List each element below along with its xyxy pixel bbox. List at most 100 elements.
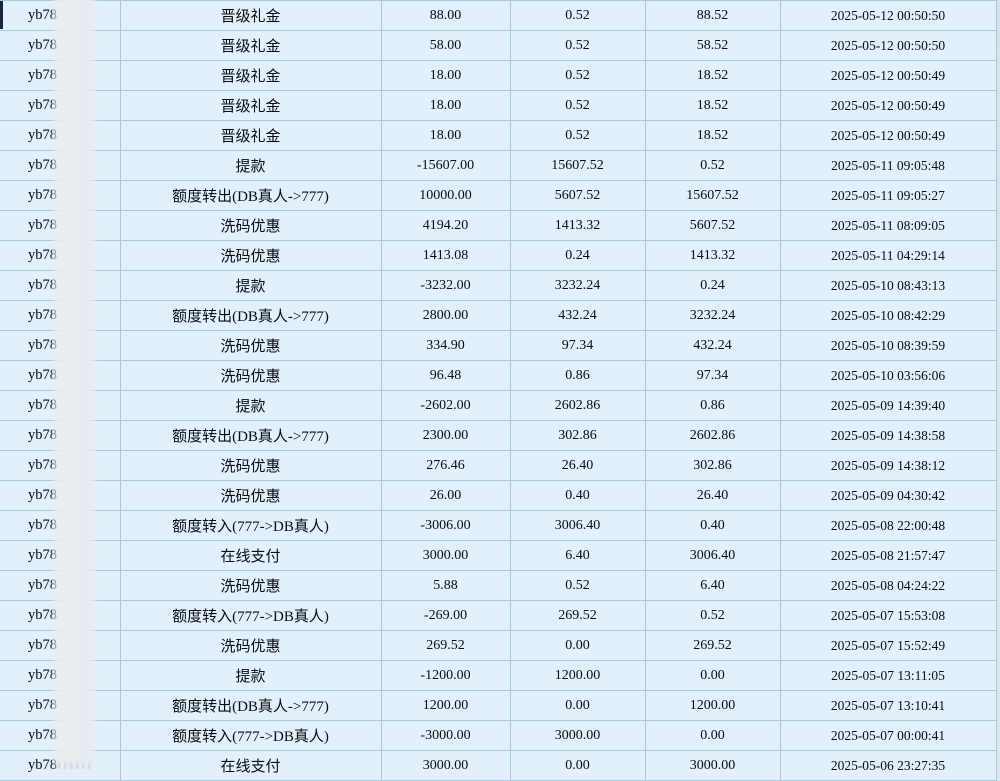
table-row: yb78 额度转出(DB真人->777) 2800.00 432.24 3232.24 2… [0,300,997,331]
balance-before-cell: 432.24 [509,300,646,331]
balance-before-cell: 0.52 [509,60,646,91]
balance-after-cell: 18.52 [644,120,781,151]
balance-before-cell: 97.34 [509,330,646,361]
amount-cell: 10000.00 [380,180,511,211]
amount-cell: 3000.00 [380,750,511,781]
balance-after-cell: 432.24 [644,330,781,361]
type-cell: 在线支付 [119,540,382,571]
user-cell: yb78 [0,0,121,31]
balance-after-cell: 1200.00 [644,690,781,721]
table-row: yb78 洗码优惠 4194.20 1413.32 5607.52 2025-05-11 … [0,210,997,241]
user-cell: yb78 [0,300,121,331]
time-cell: 2025-05-10 08:42:29 [779,300,997,331]
table-row: yb78 洗码优惠 26.00 0.40 26.40 2025-05-09 04:30:4… [0,480,997,511]
time-cell: 2025-05-11 09:05:27 [779,180,997,211]
balance-after-cell: 18.52 [644,60,781,91]
table-row: yb78 洗码优惠 1413.08 0.24 1413.32 2025-05-11 04:… [0,240,997,271]
type-cell: 额度转出(DB真人->777) [119,180,382,211]
balance-after-cell: 15607.52 [644,180,781,211]
time-cell: 2025-05-10 08:39:59 [779,330,997,361]
amount-cell: 1200.00 [380,690,511,721]
amount-cell: -1200.00 [380,660,511,691]
time-cell: 2025-05-12 00:50:50 [779,30,997,61]
table-row: yb78 晋级礼金 18.00 0.52 18.52 2025-05-12 00:50:4… [0,60,997,91]
balance-after-cell: 0.86 [644,390,781,421]
type-cell: 额度转出(DB真人->777) [119,300,382,331]
user-cell: yb78 [0,630,121,661]
type-cell: 洗码优惠 [119,210,382,241]
table-row: yb78 额度转出(DB真人->777) 2300.00 302.86 2602.86 2… [0,420,997,451]
balance-before-cell: 5607.52 [509,180,646,211]
type-cell: 在线支付 [119,750,382,781]
balance-before-cell: 0.00 [509,750,646,781]
table-row: yb78 额度转入(777->DB真人) -3006.00 3006.40 0.40 20… [0,510,997,541]
balance-before-cell: 0.24 [509,240,646,271]
balance-before-cell: 3000.00 [509,720,646,751]
balance-after-cell: 0.40 [644,510,781,541]
type-cell: 洗码优惠 [119,240,382,271]
time-cell: 2025-05-07 15:53:08 [779,600,997,631]
balance-before-cell: 26.40 [509,450,646,481]
balance-before-cell: 0.86 [509,360,646,391]
table-row: yb78 洗码优惠 334.90 97.34 432.24 2025-05-10 08:3… [0,330,997,361]
type-cell: 额度转入(777->DB真人) [119,510,382,541]
type-cell: 提款 [119,270,382,301]
balance-before-cell: 0.00 [509,630,646,661]
amount-cell: 96.48 [380,360,511,391]
table-row: yb78 洗码优惠 276.46 26.40 302.86 2025-05-09 14:3… [0,450,997,481]
user-cell: yb78 [0,30,121,61]
time-cell: 2025-05-08 21:57:47 [779,540,997,571]
time-cell: 2025-05-07 13:10:41 [779,690,997,721]
table-row: yb78 在线支付 3000.00 0.00 3000.00 2025-05-06 23:… [0,750,997,781]
balance-after-cell: 3000.00 [644,750,781,781]
amount-cell: -15607.00 [380,150,511,181]
balance-before-cell: 6.40 [509,540,646,571]
time-cell: 2025-05-10 03:56:06 [779,360,997,391]
time-cell: 2025-05-07 13:11:05 [779,660,997,691]
amount-cell: 18.00 [380,120,511,151]
time-cell: 2025-05-09 04:30:42 [779,480,997,511]
user-cell: yb78 [0,570,121,601]
user-cell: yb78 [0,420,121,451]
balance-before-cell: 15607.52 [509,150,646,181]
user-cell: yb78 [0,450,121,481]
table-row: yb78 额度转入(777->DB真人) -269.00 269.52 0.52 2025… [0,600,997,631]
balance-after-cell: 3232.24 [644,300,781,331]
user-cell: yb78 [0,60,121,91]
balance-before-cell: 0.52 [509,570,646,601]
balance-before-cell: 3232.24 [509,270,646,301]
table-row: yb78 洗码优惠 5.88 0.52 6.40 2025-05-08 04:24:22 [0,570,997,601]
balance-before-cell: 0.40 [509,480,646,511]
type-cell: 提款 [119,390,382,421]
balance-before-cell: 3006.40 [509,510,646,541]
table-row: yb78 提款 -1200.00 1200.00 0.00 2025-05-07 13:1… [0,660,997,691]
user-cell: yb78 [0,270,121,301]
user-cell: yb78 [0,390,121,421]
table-row: yb78 洗码优惠 269.52 0.00 269.52 2025-05-07 15:52… [0,630,997,661]
balance-before-cell: 1200.00 [509,660,646,691]
user-cell: yb78 [0,240,121,271]
type-cell: 洗码优惠 [119,480,382,511]
user-cell: yb78 [0,360,121,391]
type-cell: 晋级礼金 [119,120,382,151]
type-cell: 提款 [119,660,382,691]
amount-cell: -3232.00 [380,270,511,301]
table-row: yb78 晋级礼金 18.00 0.52 18.52 2025-05-12 00:50:4… [0,90,997,121]
balance-before-cell: 302.86 [509,420,646,451]
balance-after-cell: 0.00 [644,660,781,691]
type-cell: 提款 [119,150,382,181]
type-cell: 额度转出(DB真人->777) [119,420,382,451]
corner-fragment [0,1,3,29]
type-cell: 额度转入(777->DB真人) [119,600,382,631]
type-cell: 晋级礼金 [119,60,382,91]
table-row: yb78 洗码优惠 96.48 0.86 97.34 2025-05-10 03:56:0… [0,360,997,391]
user-cell: yb78 [0,180,121,211]
page-edge-strip [997,0,1000,781]
balance-before-cell: 2602.86 [509,390,646,421]
user-cell: yb78 [0,690,121,721]
time-cell: 2025-05-09 14:38:12 [779,450,997,481]
user-cell: yb78 [0,480,121,511]
type-cell: 洗码优惠 [119,330,382,361]
